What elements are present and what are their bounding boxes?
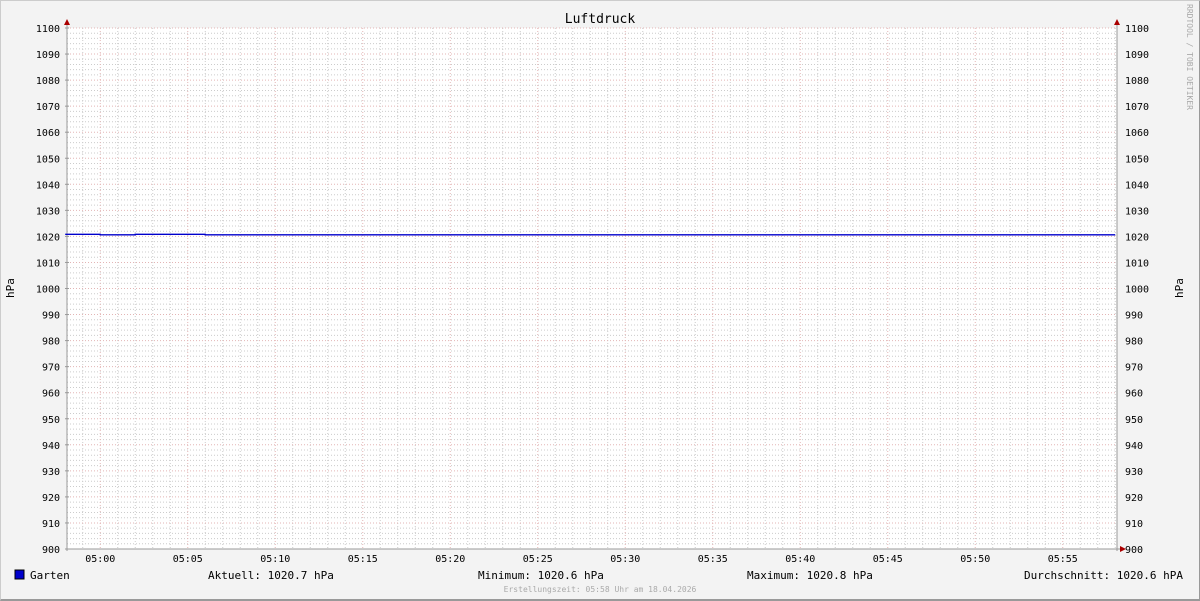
y-tick-label-right: 930 (1125, 467, 1143, 478)
y-tick-label-left: 1060 (36, 128, 60, 139)
y-tick-label-left: 1020 (36, 232, 60, 243)
y-tick-label-right: 1080 (1125, 76, 1149, 87)
y-tick-label-right: 1060 (1125, 128, 1149, 139)
y-tick-label-left: 1050 (36, 154, 60, 165)
y-tick-label-left: 1080 (36, 76, 60, 87)
y-tick-label-left: 910 (42, 519, 60, 530)
footer-timestamp: Erstellungszeit: 05:58 Uhr am 18.04.2026 (504, 585, 697, 594)
y-axis-label-right: hPa (1173, 278, 1186, 298)
y-tick-label-right: 920 (1125, 493, 1143, 504)
x-tick-label: 05:15 (348, 554, 378, 565)
x-tick-label: 05:40 (785, 554, 815, 565)
y-tick-label-left: 990 (42, 311, 60, 322)
y-axis-label-left: hPa (4, 278, 17, 298)
legend-swatch-garten (14, 569, 25, 580)
y-tick-label-left: 1000 (36, 285, 60, 296)
y-axis-arrow-icon (1114, 19, 1120, 25)
legend-maximum: Maximum: 1020.8 hPa (747, 569, 873, 582)
x-tick-label: 05:25 (523, 554, 553, 565)
y-axis-arrow-icon (64, 19, 70, 25)
x-tick-label: 05:10 (260, 554, 290, 565)
y-tick-label-left: 1100 (36, 24, 60, 35)
chart-title: Luftdruck (565, 12, 636, 27)
x-tick-label: 05:45 (873, 554, 903, 565)
y-tick-label-right: 940 (1125, 441, 1143, 452)
y-tick-label-right: 950 (1125, 415, 1143, 426)
x-tick-label: 05:50 (960, 554, 990, 565)
y-tick-label-left: 920 (42, 493, 60, 504)
watermark: RRDTOOL / TOBI OETIKER (1185, 4, 1194, 110)
y-tick-label-left: 1090 (36, 50, 60, 61)
y-tick-label-right: 1010 (1125, 258, 1149, 269)
y-tick-label-left: 900 (42, 545, 60, 556)
y-tick-label-right: 1070 (1125, 102, 1149, 113)
x-tick-label: 05:20 (435, 554, 465, 565)
x-axis-arrow-icon (1120, 546, 1126, 552)
y-tick-label-left: 970 (42, 363, 60, 374)
y-tick-label-left: 1030 (36, 206, 60, 217)
legend-minimum: Minimum: 1020.6 hPa (478, 569, 604, 582)
legend-current: Aktuell: 1020.7 hPa (208, 569, 334, 582)
y-tick-label-left: 1010 (36, 258, 60, 269)
y-tick-label-left: 1070 (36, 102, 60, 113)
y-tick-label-right: 1020 (1125, 232, 1149, 243)
y-tick-label-right: 1050 (1125, 154, 1149, 165)
y-tick-label-right: 1090 (1125, 50, 1149, 61)
series-line-garten (65, 233, 1116, 236)
y-tick-label-right: 960 (1125, 389, 1143, 400)
y-tick-label-right: 1100 (1125, 24, 1149, 35)
y-tick-label-left: 960 (42, 389, 60, 400)
y-tick-label-left: 950 (42, 415, 60, 426)
x-tick-label: 05:30 (610, 554, 640, 565)
legend-average: Durchschnitt: 1020.6 hPA (1024, 569, 1183, 582)
y-tick-label-right: 900 (1125, 545, 1143, 556)
x-tick-label: 05:35 (698, 554, 728, 565)
y-tick-label-left: 980 (42, 337, 60, 348)
y-tick-label-right: 1030 (1125, 206, 1149, 217)
y-tick-label-left: 1040 (36, 180, 60, 191)
y-tick-label-right: 980 (1125, 337, 1143, 348)
y-tick-label-right: 1000 (1125, 285, 1149, 296)
x-tick-label: 05:55 (1048, 554, 1078, 565)
y-tick-label-right: 910 (1125, 519, 1143, 530)
y-tick-label-right: 990 (1125, 311, 1143, 322)
x-tick-label: 05:05 (173, 554, 203, 565)
y-tick-label-left: 930 (42, 467, 60, 478)
legend-series-name: Garten (30, 569, 70, 582)
x-tick-label: 05:00 (85, 554, 115, 565)
y-tick-label-left: 940 (42, 441, 60, 452)
y-tick-label-right: 1040 (1125, 180, 1149, 191)
y-tick-label-right: 970 (1125, 363, 1143, 374)
